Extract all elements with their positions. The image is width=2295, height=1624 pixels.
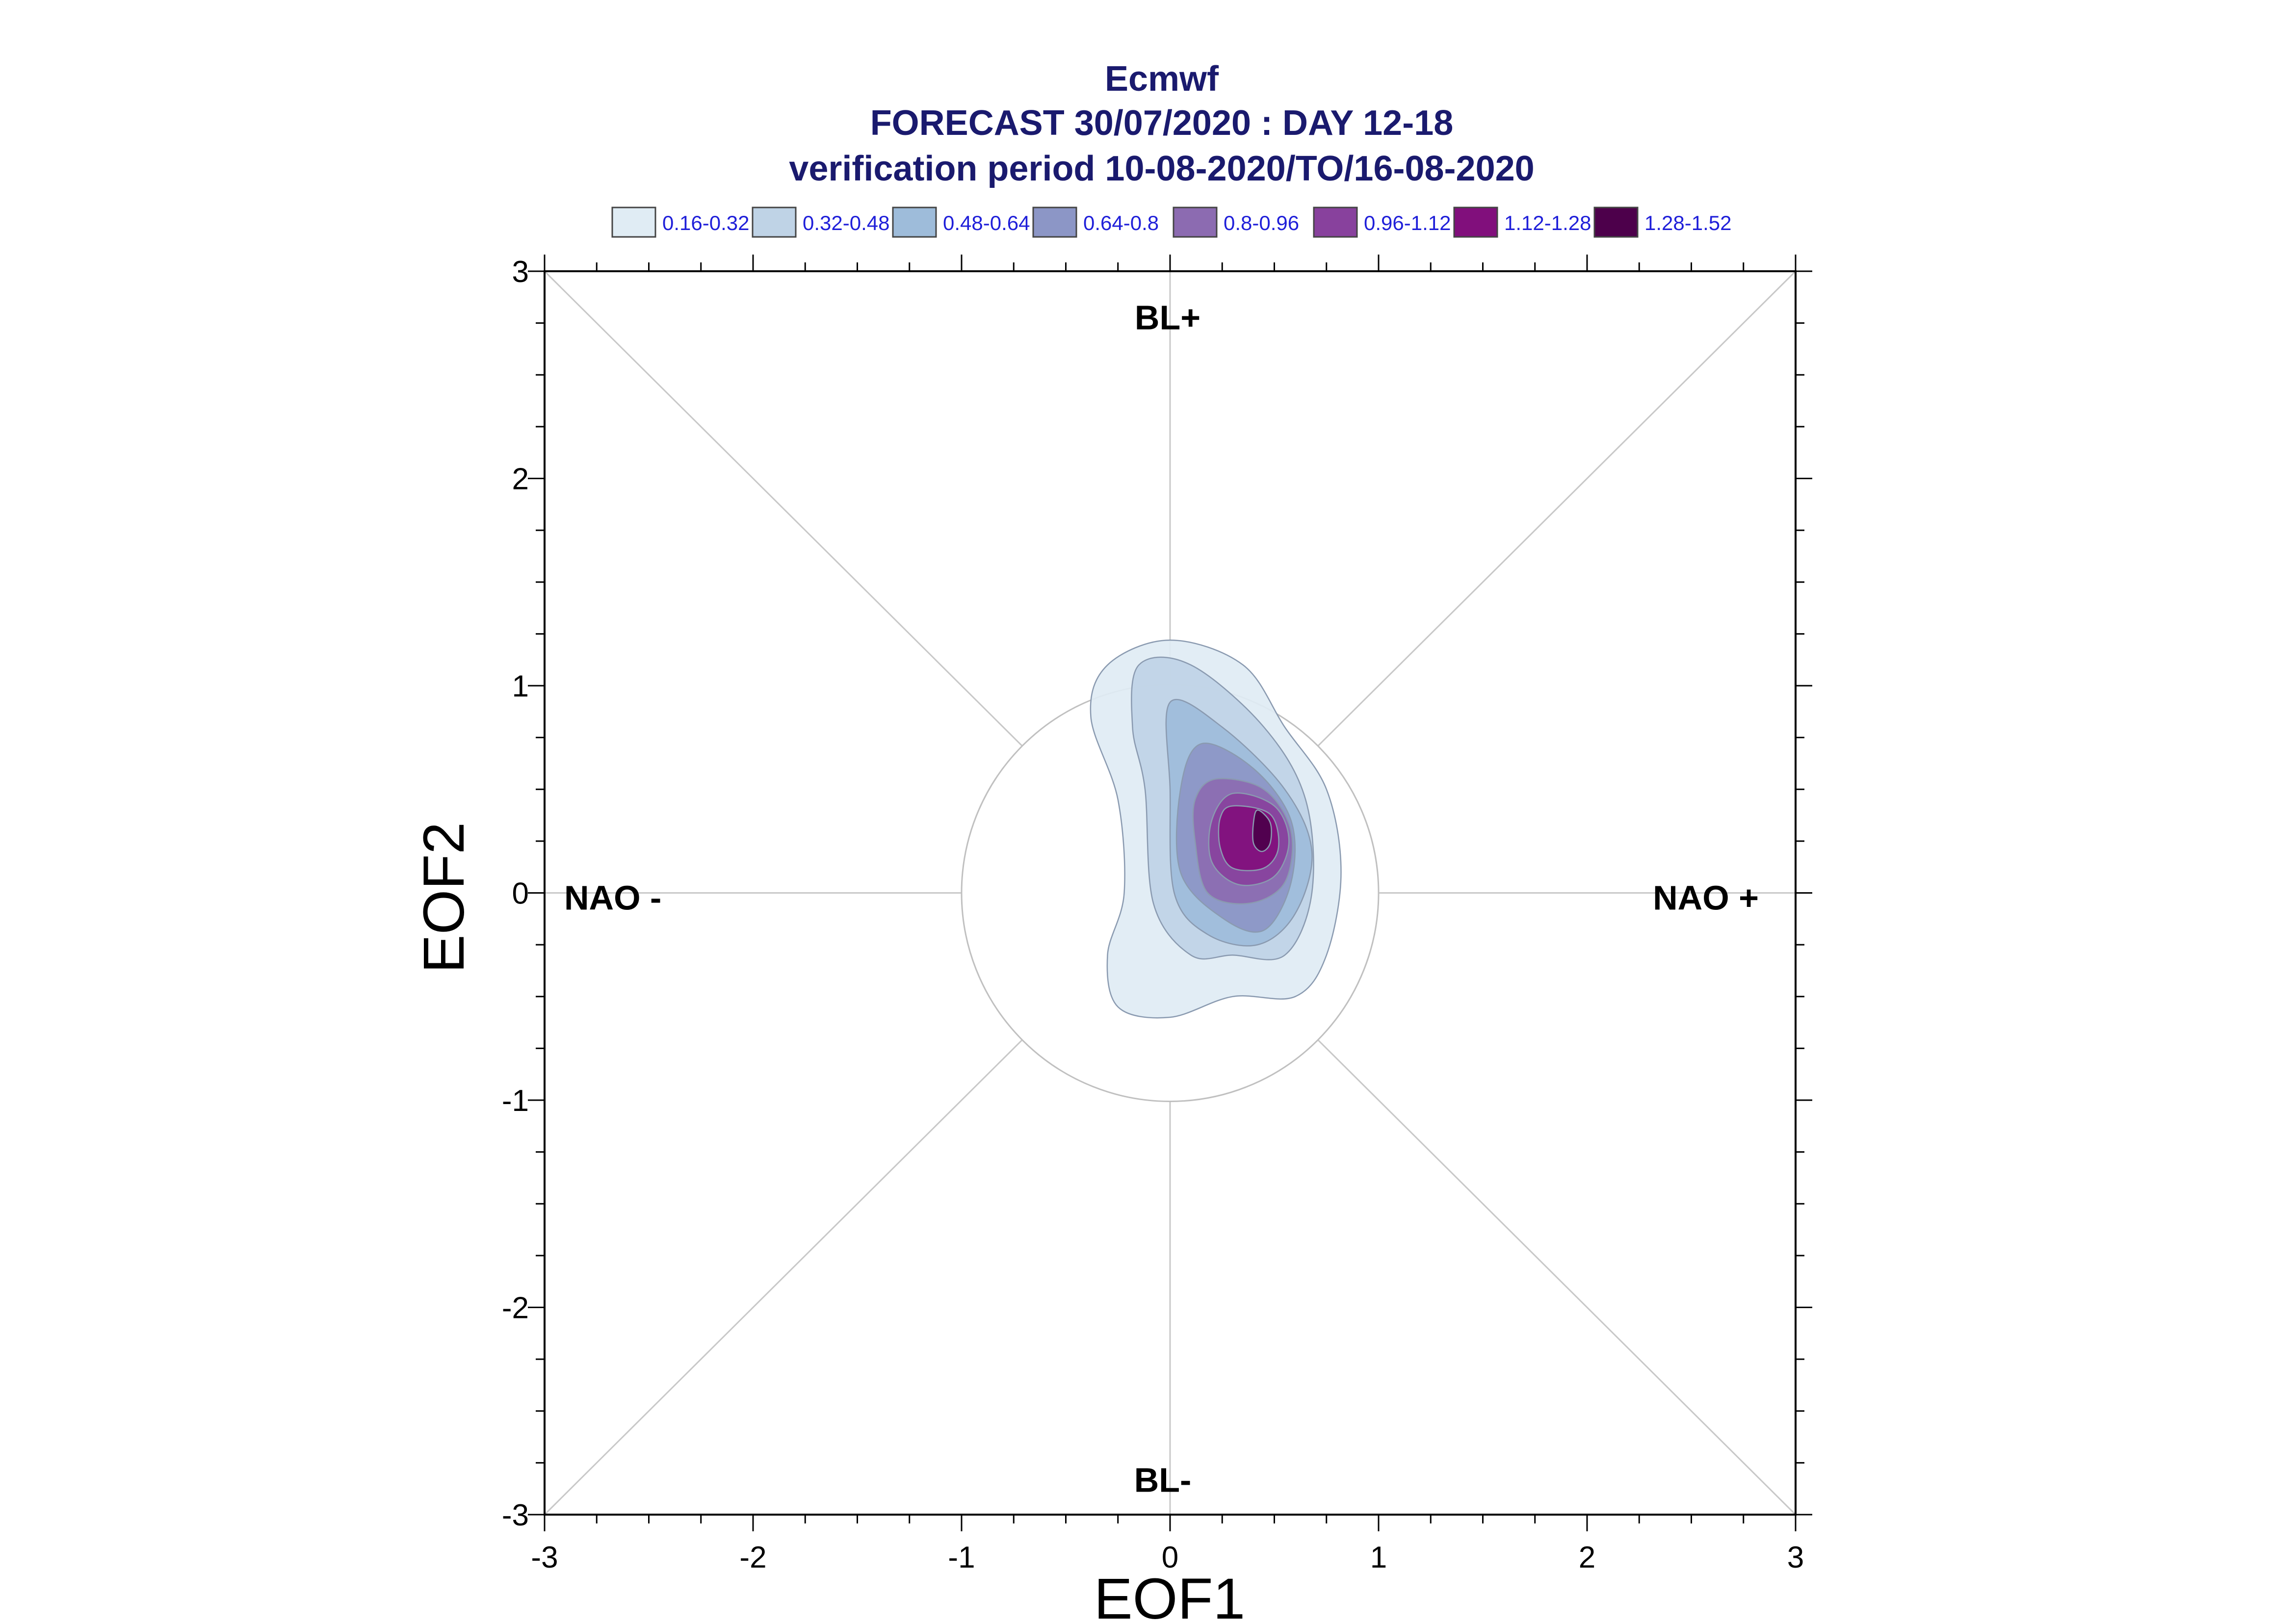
- x-tick-label: -2: [739, 1541, 766, 1574]
- y-axis-label: EOF2: [412, 822, 476, 973]
- x-tick-label: -1: [948, 1541, 975, 1574]
- legend-label: 0.8-0.96: [1224, 211, 1299, 234]
- x-axis-label: EOF1: [1094, 1567, 1245, 1624]
- density-contour: [1252, 809, 1272, 852]
- y-tick-label: 1: [512, 670, 529, 703]
- legend-swatch: [1453, 206, 1498, 238]
- legend-label: 0.48-0.64: [943, 211, 1030, 234]
- plot-area: -3 -2 -1 0 1 2 3 3 2 1 0 -1 -2 -3 BL+ BL- NAO - NAO +: [502, 255, 1812, 1574]
- title-line-3: verification period 10-08-2020/TO/16-08-…: [789, 149, 1534, 188]
- x-tick-label: 1: [1370, 1541, 1387, 1574]
- legend-label: 1.12-1.28: [1504, 211, 1591, 234]
- title-line-2: FORECAST 30/07/2020 : DAY 12-18: [870, 103, 1454, 143]
- legend-label: 0.64-0.8: [1083, 211, 1159, 234]
- legend-swatch: [1173, 206, 1218, 238]
- x-tick-label: 2: [1579, 1541, 1595, 1574]
- regime-label-nao-minus: NAO -: [564, 878, 661, 917]
- legend-swatch: [752, 206, 797, 238]
- legend-swatch: [892, 206, 937, 238]
- x-tick-label: 0: [1162, 1541, 1178, 1574]
- title-line-1: Ecmwf: [1105, 59, 1219, 99]
- legend-label: 0.16-0.32: [662, 211, 749, 234]
- legend-swatch: [1313, 206, 1358, 238]
- legend-label: 0.96-1.12: [1364, 211, 1451, 234]
- y-tick-label: -2: [502, 1291, 529, 1325]
- x-tick-label: 3: [1787, 1541, 1804, 1574]
- y-tick-label: -3: [502, 1498, 529, 1532]
- legend-swatch: [1593, 206, 1639, 238]
- y-tick-label: -1: [502, 1084, 529, 1118]
- x-tick-label: -3: [531, 1541, 558, 1574]
- legend-swatch: [1032, 206, 1077, 238]
- chart-title: Ecmwf FORECAST 30/07/2020 : DAY 12-18 ve…: [789, 59, 1534, 188]
- legend-label: 0.32-0.48: [803, 211, 889, 234]
- regime-label-bl-plus: BL+: [1135, 298, 1200, 336]
- regime-label-bl-minus: BL-: [1134, 1461, 1192, 1499]
- legend-swatch: [611, 206, 656, 238]
- y-tick-label: 3: [512, 255, 529, 289]
- y-tick-label: 2: [512, 463, 529, 496]
- regime-label-nao-plus: NAO +: [1653, 878, 1759, 917]
- y-tick-label: 0: [512, 877, 529, 911]
- legend: 0.16-0.32 0.32-0.48 0.48-0.64 0.64-0.8 0.8-0…: [611, 206, 1731, 238]
- legend-label: 1.28-1.52: [1644, 211, 1731, 234]
